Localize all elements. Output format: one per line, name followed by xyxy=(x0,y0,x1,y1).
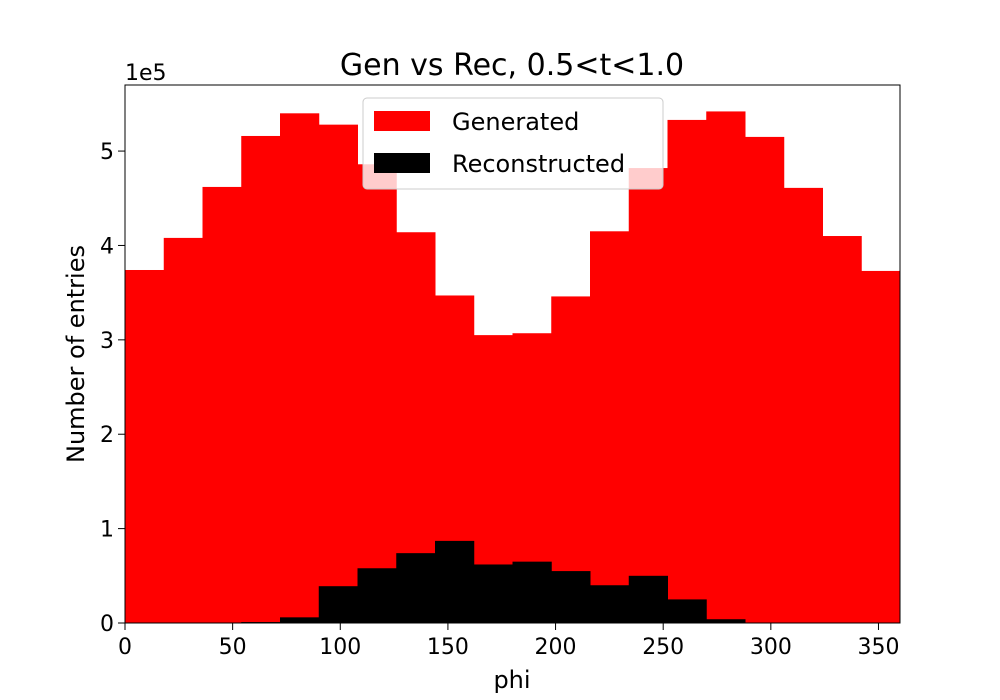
y-tick-label-2: 2 xyxy=(100,423,114,448)
legend-swatch-generated xyxy=(374,111,430,131)
reconstructed-bar-5 xyxy=(318,586,358,623)
generated-bar-0 xyxy=(125,269,165,623)
reconstructed-bar-14 xyxy=(667,599,707,623)
legend-label-reconstructed: Reconstructed xyxy=(452,150,625,178)
generated-bar-13 xyxy=(628,168,668,624)
reconstructed-bar-15 xyxy=(706,619,746,623)
y-tick-label-1: 1 xyxy=(100,518,114,543)
y-tick-label-3: 3 xyxy=(100,329,114,354)
generated-bar-3 xyxy=(241,135,281,623)
generated-bar-4 xyxy=(280,113,320,623)
generated-bar-1 xyxy=(163,237,203,623)
generated-bar-16 xyxy=(745,136,785,623)
generated-bar-17 xyxy=(783,187,823,623)
x-tick-label-300: 300 xyxy=(750,635,792,660)
reconstructed-bar-4 xyxy=(280,617,320,623)
reconstructed-bar-8 xyxy=(435,540,475,623)
reconstructed-bar-9 xyxy=(473,564,513,623)
y-axis: 0 1 2 3 4 5 xyxy=(100,140,125,637)
reconstructed-bar-7 xyxy=(396,553,436,623)
generated-bar-12 xyxy=(590,231,630,623)
chart-title: Gen vs Rec, 0.5<t<1.0 xyxy=(340,48,684,83)
reconstructed-bar-13 xyxy=(628,575,668,623)
generated-bar-6 xyxy=(357,164,397,623)
x-tick-label-250: 250 xyxy=(642,635,684,660)
plot-frame xyxy=(124,84,901,624)
legend-label-generated: Generated xyxy=(452,108,579,136)
x-tick-label-100: 100 xyxy=(319,635,361,660)
x-tick-label-50: 50 xyxy=(219,635,247,660)
x-axis: 0 50 100 150 200 250 300 350 xyxy=(118,623,899,660)
generated-bar-19 xyxy=(861,270,901,623)
generated-bar-14 xyxy=(667,119,707,624)
y-axis-label: Number of entries xyxy=(62,245,90,463)
y-tick-label-4: 4 xyxy=(100,234,114,259)
x-axis-label: phi xyxy=(493,666,530,694)
y-tick-label-0: 0 xyxy=(100,612,114,637)
legend-swatch-reconstructed xyxy=(374,153,430,173)
x-tick-label-350: 350 xyxy=(857,635,899,660)
reconstructed-bar-12 xyxy=(590,585,630,623)
reconstructed-bar-11 xyxy=(551,571,591,623)
x-tick-label-0: 0 xyxy=(118,635,132,660)
x-tick-label-200: 200 xyxy=(535,635,577,660)
y-tick-label-5: 5 xyxy=(100,140,114,165)
generated-bar-5 xyxy=(318,124,358,624)
generated-bar-18 xyxy=(822,236,862,623)
generated-bar-11 xyxy=(551,296,591,623)
legend-frame xyxy=(362,97,664,190)
reconstructed-bar-6 xyxy=(357,568,397,623)
generated-bar-15 xyxy=(706,111,746,623)
generated-bar-2 xyxy=(202,186,242,624)
legend: Generated Reconstructed xyxy=(362,97,664,190)
y-offset-label: 1e5 xyxy=(125,61,167,86)
x-tick-label-150: 150 xyxy=(427,635,469,660)
reconstructed-bar-10 xyxy=(512,561,552,623)
